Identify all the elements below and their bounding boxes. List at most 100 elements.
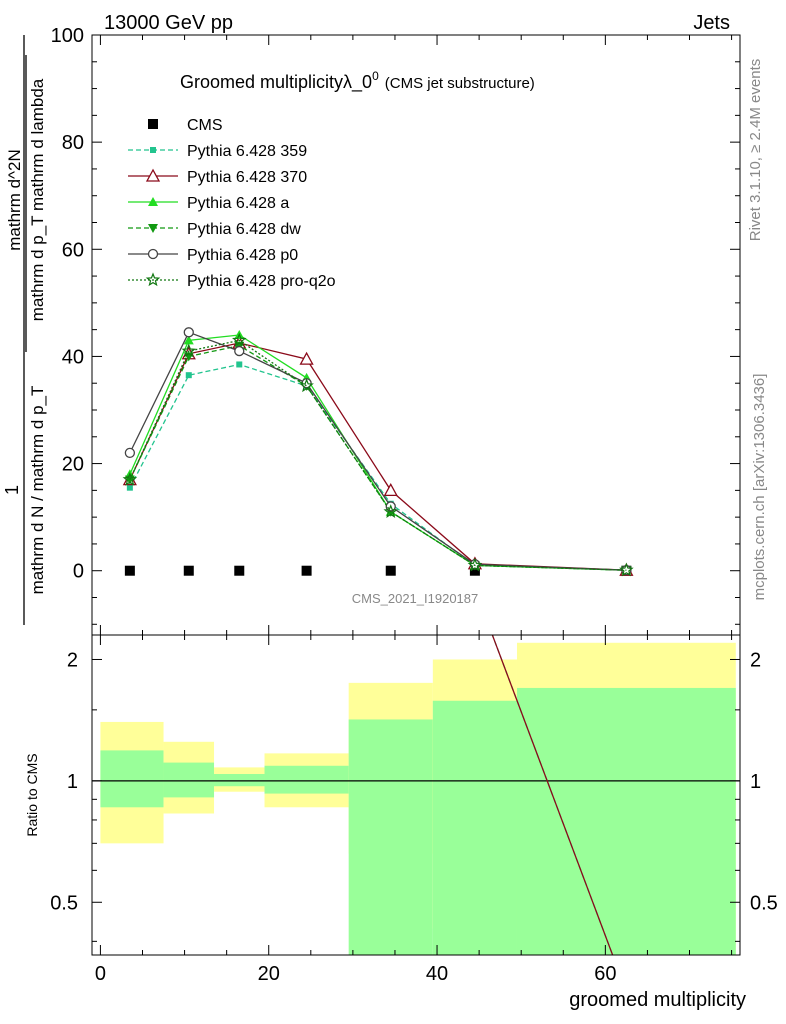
data-point-pythia-6-428-359 [236, 361, 243, 368]
y-tick-label: 20 [62, 454, 84, 476]
legend-item-pythia-6-428-pro-q2o: Pythia 6.428 pro-q2o [128, 272, 336, 290]
mcplots-reference-label: mcplots.cern.ch [arXiv:1306.3436] [751, 374, 768, 601]
collision-energy-label: 13000 GeV pp [104, 12, 233, 34]
legend-item-pythia-6-428-p0: Pythia 6.428 p0 [128, 247, 298, 264]
series-pythia-6-428-359 [126, 361, 630, 574]
x-tick-label: 0 [95, 963, 106, 985]
legend-marker-pythia-6-428-370 [145, 168, 161, 182]
data-point-cms [183, 565, 194, 576]
y-label-denominator: mathrm d N / mathrm d p_T [28, 386, 47, 595]
data-point-pythia-6-428-pro-q2o [383, 504, 399, 518]
data-point-pythia-6-428-pro-q2o [619, 562, 634, 577]
y-tick-label: 60 [62, 239, 84, 261]
ratio-y-tick-label-right: 0.5 [750, 892, 778, 914]
y-tick-label: 40 [62, 346, 84, 368]
plot-title: Groomed multiplicityλ_00 (CMS jet substru… [180, 69, 535, 93]
legend-item-pythia-6-428-359: Pythia 6.428 359 [128, 143, 307, 160]
ratio-plot-frame [91, 634, 741, 956]
ratio-plot-panel: 0.5 0.51 12 20 20 40 60 Ratio to CMS groomed m… [24, 634, 778, 1011]
legend-item-pythia-6-428-dw: Pythia 6.428 dw [128, 221, 301, 238]
data-point-pythia-6-428-359 [185, 372, 192, 379]
legend-item-cms: CMS [148, 117, 223, 134]
legend-item-pythia-6-428-a: Pythia 6.428 a [128, 195, 289, 212]
main-series-group [122, 327, 634, 577]
main-y-ticks: 0 20 40 60 80 100 [51, 25, 740, 625]
data-point-cms [469, 565, 480, 576]
ratio-y-tick-label: 1 [67, 771, 78, 793]
series-line-pythia-6-428-359 [129, 363, 627, 571]
main-x-ticks [99, 35, 733, 635]
ratio-y-tick-label-right: 2 [750, 649, 761, 671]
series-line-pythia-6-428-pro-q2o [129, 339, 627, 571]
ratio-y-tick-label: 0.5 [50, 892, 78, 914]
data-point-pythia-6-428-pro-q2o [181, 343, 197, 358]
main-y-axis-label: 1 mathrm d N / mathrm d p_T mathrm d^2N … [2, 35, 47, 625]
legend-marker-pythia-6-428-359 [150, 147, 156, 153]
ratio-y-axis-label: Ratio to CMS [24, 753, 40, 836]
ratio-axis-ticks: 0.5 0.51 12 20 20 40 60 [50, 635, 778, 985]
analysis-id-label: CMS_2021_I1920187 [352, 591, 479, 606]
stat-uncertainty-band [163, 762, 215, 798]
series-line-pythia-6-428-dw [129, 345, 627, 571]
y-label-inner-numerator: mathrm d^2N [5, 149, 24, 251]
legend-marker-pythia-6-428-dw [148, 224, 158, 233]
series-pythia-6-428-pro-q2o [122, 332, 634, 577]
stat-uncertainty-band [214, 774, 265, 787]
y-label-numerator: 1 [2, 485, 22, 495]
data-point-pythia-6-428-pro-q2o [299, 378, 314, 393]
y-label-inner-denominator: mathrm d p_T mathrm d lambda [28, 78, 47, 321]
legend-marker-pythia-6-428-p0 [147, 248, 159, 260]
series-pythia-6-428-a [124, 330, 632, 575]
legend-label-pythia-6-428-p0: Pythia 6.428 p0 [187, 247, 298, 264]
ratio-y-tick-label-right: 1 [750, 771, 761, 793]
rivet-version-label: Rivet 3.1.10, ≥ 2.4M events [747, 59, 764, 242]
stat-uncertainty-band [264, 765, 349, 794]
data-point-pythia-6-428-p0 [183, 327, 194, 338]
series-pythia-6-428-dw [124, 341, 632, 576]
data-point-pythia-6-428-p0 [234, 345, 245, 357]
data-point-cms [234, 565, 245, 576]
data-point-pythia-6-428-pro-q2o [122, 471, 138, 486]
x-tick-label: 60 [594, 963, 616, 985]
legend-marker-pythia-6-428-pro-q2o [145, 272, 161, 287]
legend-marker-cms [148, 119, 158, 129]
data-point-cms [124, 565, 135, 576]
main-plot-panel: 0 20 40 60 80 100 Groomed multiplicityλ_00 (CM… [51, 25, 741, 636]
series-line-pythia-6-428-370 [129, 342, 627, 571]
stat-uncertainty-band [100, 750, 164, 808]
series-pythia-6-428-p0 [124, 327, 632, 576]
data-point-pythia-6-428-370 [383, 482, 398, 497]
legend-marker-pythia-6-428-a [148, 197, 158, 206]
data-point-pythia-6-428-pro-q2o [467, 557, 483, 572]
y-tick-label: 0 [73, 561, 84, 583]
legend-label-pythia-6-428-a: Pythia 6.428 a [187, 195, 289, 212]
data-point-pythia-6-428-359 [126, 484, 133, 491]
ratio-line-pythia-6-428-370 [491, 635, 614, 955]
stat-uncertainty-band [432, 700, 517, 955]
data-point-pythia-6-428-a [183, 335, 194, 345]
y-tick-label: 80 [62, 132, 84, 154]
ratio-y-tick-label: 2 [67, 649, 78, 671]
legend-item-pythia-6-428-370: Pythia 6.428 370 [128, 168, 307, 186]
data-point-cms [385, 565, 396, 576]
stat-uncertainty-band [516, 687, 736, 955]
legend: CMS Pythia 6.428 359 Pythia 6.428 370 Pythi… [128, 117, 336, 290]
stat-uncertainty-band [348, 719, 433, 955]
ratio-series-lines [491, 635, 614, 955]
data-point-pythia-6-428-370 [299, 351, 314, 365]
series-line-pythia-6-428-a [129, 334, 627, 571]
data-point-cms [301, 565, 312, 576]
legend-label-pythia-6-428-370: Pythia 6.428 370 [187, 169, 307, 186]
jets-label: Jets [693, 12, 730, 34]
legend-label-pythia-6-428-pro-q2o: Pythia 6.428 pro-q2o [187, 273, 336, 290]
legend-label-pythia-6-428-dw: Pythia 6.428 dw [187, 221, 301, 238]
x-tick-label: 40 [426, 963, 448, 985]
legend-label-pythia-6-428-359: Pythia 6.428 359 [187, 143, 307, 160]
legend-label-cms: CMS [187, 117, 223, 134]
data-point-pythia-6-428-p0 [124, 447, 136, 459]
series-line-pythia-6-428-p0 [129, 331, 627, 571]
y-tick-label: 100 [51, 25, 84, 47]
ratio-uncertainty-bands [92, 642, 740, 955]
x-tick-label: 20 [258, 963, 280, 985]
